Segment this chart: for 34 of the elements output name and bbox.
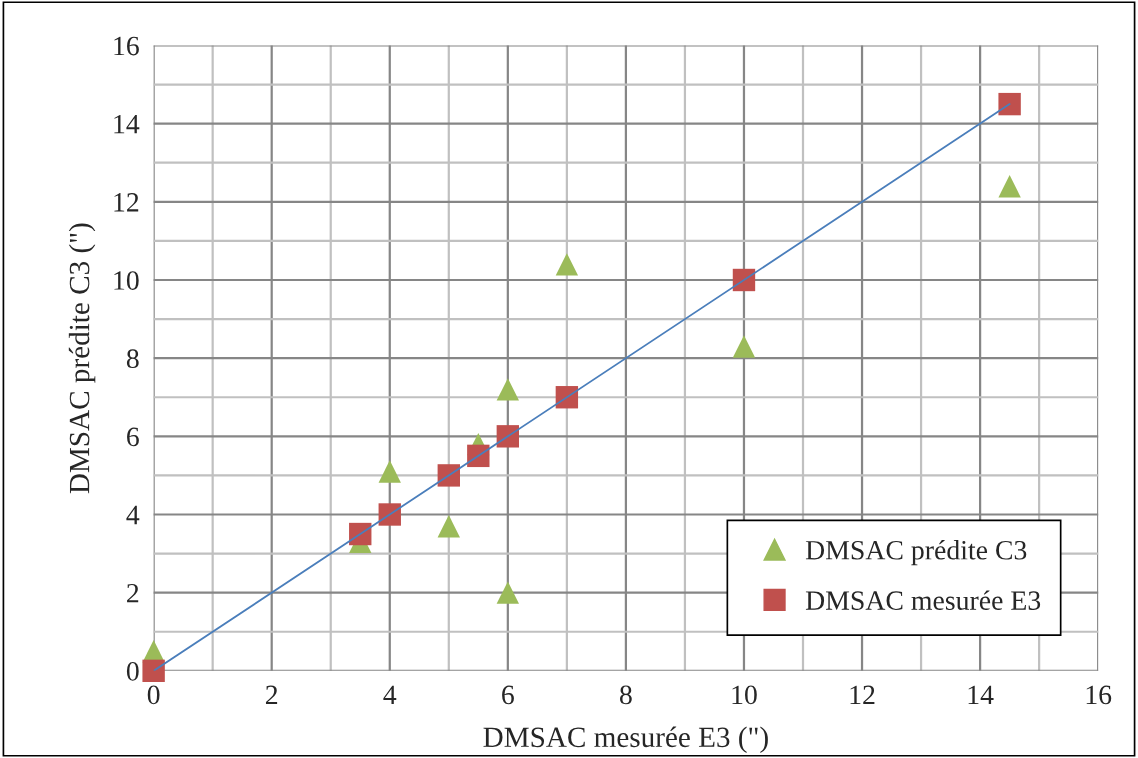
point <box>437 515 460 538</box>
y-tick-label: 12 <box>114 193 139 212</box>
point <box>496 581 520 604</box>
y-tick-label: 6 <box>127 427 139 447</box>
x-tick-label: 0 <box>147 685 160 705</box>
point <box>732 335 756 358</box>
point <box>467 444 490 468</box>
x-tick-label: 6 <box>502 685 514 705</box>
x-tick-label: 12 <box>850 685 875 704</box>
point <box>378 503 401 526</box>
x-tick-label: 16 <box>1086 685 1112 705</box>
legend-label: DMSAC mesurée E3 <box>805 590 1041 610</box>
x-tick-label: 8 <box>620 685 632 705</box>
x-tick-label: 10 <box>732 685 757 705</box>
point <box>555 253 579 276</box>
point <box>998 92 1021 116</box>
y-tick-label: 2 <box>127 583 139 603</box>
x-axis-title: DMSAC mesurée E3 (") <box>483 726 768 754</box>
y-tick-label: 8 <box>126 349 139 369</box>
y-tick-label: 14 <box>114 114 140 134</box>
point <box>378 460 401 483</box>
point <box>437 464 460 487</box>
x-tick-label: 2 <box>265 685 278 704</box>
point <box>998 174 1021 198</box>
point <box>496 378 520 401</box>
point <box>142 659 165 683</box>
x-tick-label: 14 <box>968 685 994 704</box>
y-tick-label: 0 <box>126 662 139 681</box>
y-tick-label: 4 <box>126 505 140 525</box>
y-tick-label: 16 <box>114 36 139 56</box>
y-tick-label: 10 <box>114 271 139 290</box>
x-tick-label: 4 <box>383 685 397 704</box>
legend-label: DMSAC prédite C3 <box>805 540 1027 566</box>
y-axis-title: DMSAC prédite C3 (") <box>68 223 96 494</box>
